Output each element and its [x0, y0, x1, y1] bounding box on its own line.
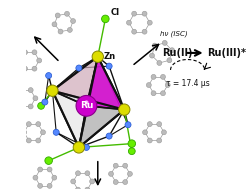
Circle shape: [132, 29, 137, 34]
Circle shape: [68, 27, 72, 32]
Circle shape: [42, 99, 48, 105]
Circle shape: [128, 140, 136, 147]
Circle shape: [38, 183, 43, 188]
Circle shape: [71, 179, 76, 184]
Circle shape: [55, 13, 60, 18]
Circle shape: [28, 88, 33, 93]
Circle shape: [146, 83, 151, 88]
Circle shape: [160, 74, 166, 79]
Circle shape: [160, 91, 166, 96]
Circle shape: [150, 53, 154, 58]
Circle shape: [14, 96, 19, 101]
Circle shape: [76, 65, 82, 71]
Circle shape: [106, 63, 112, 69]
Circle shape: [125, 122, 131, 128]
Circle shape: [19, 88, 24, 93]
Circle shape: [142, 130, 148, 135]
Circle shape: [85, 187, 90, 189]
Circle shape: [128, 171, 132, 176]
Circle shape: [32, 66, 37, 71]
Circle shape: [26, 122, 31, 127]
Circle shape: [47, 167, 52, 172]
Polygon shape: [52, 91, 86, 147]
Circle shape: [52, 22, 57, 27]
Circle shape: [102, 15, 109, 23]
Circle shape: [36, 138, 41, 143]
Circle shape: [151, 91, 156, 96]
Circle shape: [45, 157, 52, 164]
Circle shape: [22, 66, 28, 71]
Text: Ru: Ru: [80, 101, 93, 110]
Circle shape: [52, 175, 57, 180]
Circle shape: [90, 179, 94, 184]
Circle shape: [142, 11, 147, 16]
Circle shape: [33, 96, 38, 101]
Circle shape: [40, 130, 46, 135]
Circle shape: [170, 48, 174, 53]
Circle shape: [128, 148, 135, 155]
Circle shape: [26, 138, 31, 143]
Circle shape: [38, 102, 44, 109]
Circle shape: [147, 138, 152, 143]
Circle shape: [76, 171, 80, 176]
Circle shape: [147, 20, 152, 25]
Circle shape: [167, 58, 172, 63]
Circle shape: [151, 74, 156, 79]
Circle shape: [18, 58, 23, 63]
Circle shape: [32, 50, 37, 55]
Circle shape: [157, 122, 162, 127]
Circle shape: [76, 187, 80, 189]
Circle shape: [37, 58, 42, 63]
Text: Ru(III)*: Ru(III)*: [208, 48, 246, 58]
Circle shape: [132, 11, 137, 16]
Circle shape: [123, 163, 128, 168]
Polygon shape: [79, 106, 124, 147]
Circle shape: [84, 144, 89, 150]
Circle shape: [162, 40, 167, 45]
Circle shape: [157, 138, 162, 143]
Circle shape: [22, 50, 28, 55]
Circle shape: [123, 180, 128, 184]
Circle shape: [33, 175, 38, 180]
Circle shape: [113, 163, 118, 168]
Circle shape: [142, 29, 147, 34]
Polygon shape: [86, 57, 124, 110]
Circle shape: [38, 167, 43, 172]
Circle shape: [92, 51, 104, 62]
Circle shape: [126, 20, 132, 25]
Circle shape: [106, 133, 112, 139]
Circle shape: [53, 129, 59, 135]
Circle shape: [58, 29, 63, 34]
Circle shape: [85, 171, 90, 176]
Circle shape: [73, 142, 85, 153]
Circle shape: [36, 122, 41, 127]
Polygon shape: [52, 57, 98, 106]
Circle shape: [162, 130, 166, 135]
Circle shape: [113, 180, 118, 184]
Circle shape: [118, 104, 130, 115]
Text: Zn: Zn: [104, 52, 116, 61]
Circle shape: [157, 60, 162, 65]
Polygon shape: [52, 57, 124, 110]
Text: τ = 17.4 μs: τ = 17.4 μs: [166, 79, 210, 88]
Circle shape: [19, 104, 24, 109]
Circle shape: [47, 183, 52, 188]
Text: hν (ISC): hν (ISC): [160, 31, 187, 37]
Circle shape: [108, 171, 114, 176]
Text: Cl: Cl: [111, 8, 120, 17]
Circle shape: [64, 11, 70, 16]
Circle shape: [152, 43, 157, 48]
Circle shape: [76, 95, 97, 116]
Circle shape: [165, 83, 170, 88]
Circle shape: [147, 122, 152, 127]
Circle shape: [22, 130, 26, 135]
Circle shape: [28, 104, 33, 109]
Circle shape: [70, 19, 76, 23]
Text: Ru(II): Ru(II): [162, 48, 192, 58]
Circle shape: [46, 73, 52, 79]
Circle shape: [47, 85, 58, 96]
